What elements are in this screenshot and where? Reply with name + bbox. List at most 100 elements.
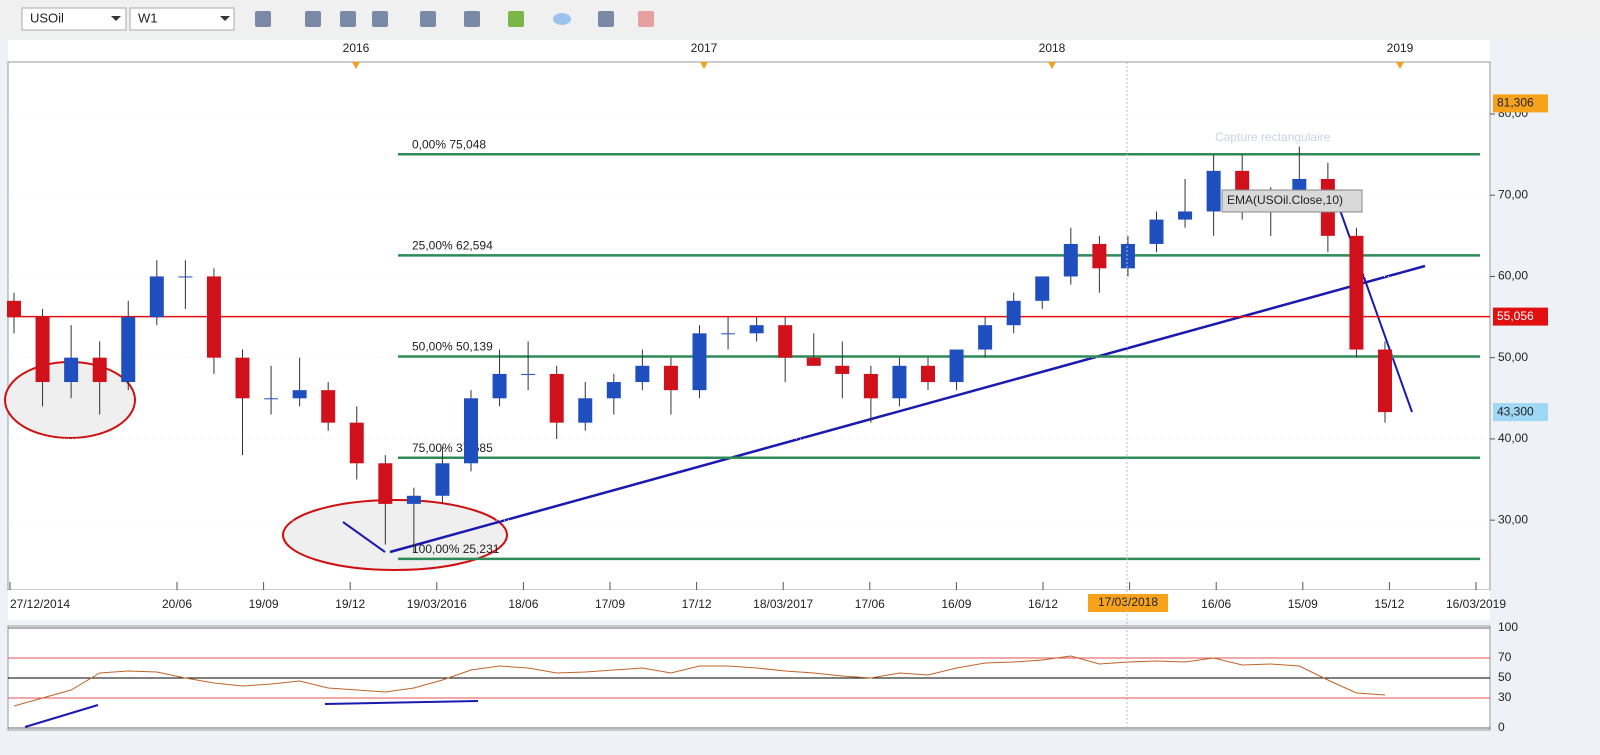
candle-body [863,373,878,399]
candle-body [1149,219,1164,244]
candle-body [378,463,393,504]
x-tick-label: 19/09 [249,597,279,611]
year-marker [352,62,360,69]
candle-body [349,422,364,464]
candle-body [663,365,678,391]
x-tick-label: 16/03/2019 [1446,597,1506,611]
year-marker [700,62,708,69]
candle-body [578,398,593,423]
candle-body [978,325,993,350]
candle-body [1206,170,1221,212]
candle-body [521,373,536,375]
candle-body [1349,235,1364,350]
year-label: 2016 [343,41,370,55]
candle-body [235,357,250,399]
candle-body [321,390,336,423]
timeframe: W1 [138,10,158,25]
trend-line [389,264,1426,554]
candle-body [264,398,279,400]
date-strip [8,590,1490,620]
candle-body [149,276,164,318]
fib-label: 0,00% 75,048 [412,137,486,151]
x-tick-label: 20/06 [162,597,192,611]
symbol-select[interactable] [21,7,127,31]
candle-body [292,390,307,399]
dropdown-arrow [220,16,230,21]
x-tick-label: 18/03/2017 [753,597,813,611]
y-tick-label: 30,00 [1498,512,1528,526]
candle-body [64,357,79,383]
y-tick-label: 60,00 [1498,269,1528,283]
fib-label: 75,00% 37,685 [412,441,493,455]
year-strip [8,40,1490,62]
candle-body [35,317,50,383]
tooltip: EMA(USOil.Close,10) [1227,193,1343,207]
tool-ellipse[interactable] [553,13,571,25]
x-tick-label: 16/09 [941,597,971,611]
candle-body [892,365,907,399]
candle-body [1092,243,1107,269]
tool-lines[interactable] [420,11,436,27]
candle-body [835,365,850,374]
watermark: Capture rectangulaire [1215,130,1331,144]
price-box [1493,94,1548,113]
rsi-line [13,655,1386,707]
candle-body [206,276,221,358]
x-tick-label: 17/06 [855,597,885,611]
price-plot [7,61,1491,591]
x-tick-label: 17/12 [682,597,712,611]
tool-template[interactable] [340,11,356,27]
candle-body [1378,349,1392,413]
candle-body [121,317,136,383]
tool-icons [255,11,654,27]
rsi-trend-line [324,700,479,705]
x-tick-label: 15/12 [1374,597,1404,611]
y-tick-label: 30 [1498,690,1512,704]
candle-body [1120,243,1135,269]
tool-image[interactable] [305,11,321,27]
candle-body [921,365,935,383]
candle-body [1063,243,1078,277]
y-tick-label: 50,00 [1498,350,1528,364]
candle-body [178,276,193,278]
candle-body [464,398,478,464]
tool-fib[interactable] [372,11,388,27]
candle-body [721,333,736,335]
x-tick-label: 18/06 [508,597,538,611]
tool-text[interactable] [598,11,614,27]
year-label: 2019 [1387,41,1414,55]
tool-ruler[interactable] [255,11,271,27]
fib-label: 50,00% 50,139 [412,340,493,354]
fib-label: 100,00% 25,231 [412,542,500,556]
candle-body [435,463,450,496]
y-tick-label: 70 [1498,650,1512,664]
timeframe-select[interactable] [129,7,235,31]
y-tick-label: 0 [1498,720,1505,734]
trend-line [342,521,386,553]
x-tick-label: 19/03/2016 [407,597,467,611]
candle-body [778,325,793,358]
crosshair-label: 17/03/2018 [1098,595,1158,609]
year-label: 2017 [691,41,718,55]
y-tick-label: 100 [1498,620,1518,634]
annotation-ellipse [282,499,508,571]
x-tick-label: 27/12/2014 [10,597,70,611]
x-tick-label: 17/09 [595,597,625,611]
dropdown-arrow [111,16,121,21]
candle-body [949,349,964,383]
x-tick-label: 19/12 [335,597,365,611]
fib-label: 25,00% 62,594 [412,239,493,253]
year-marker [1048,62,1056,69]
tooltip-box [1221,189,1363,213]
tool-trendline[interactable] [508,11,524,27]
candle-body [406,495,421,504]
candle-body [806,357,821,366]
tool-eraser[interactable] [638,11,654,27]
year-marker [1396,62,1404,69]
price-box [1493,403,1548,422]
crosshair-box [1088,594,1168,612]
candle-body [606,382,621,399]
toolbar: USOil W1 [0,0,1600,38]
tool-pitchfork[interactable] [464,11,480,27]
